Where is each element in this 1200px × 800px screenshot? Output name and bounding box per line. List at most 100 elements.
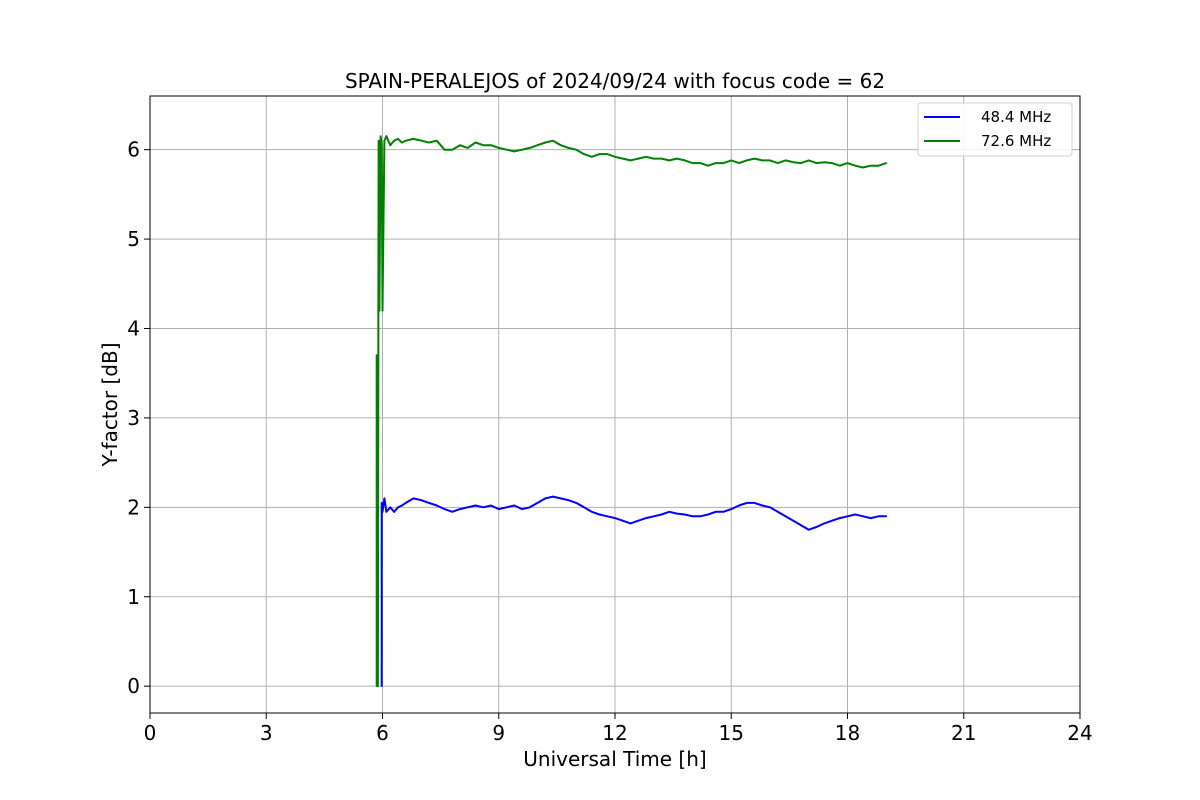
data-point (684, 513, 686, 516)
x-axis-label: Universal Time [h] (523, 747, 706, 771)
data-point (377, 139, 380, 142)
data-point (823, 161, 826, 163)
y-tick-label: 2 (127, 495, 140, 519)
data-point (877, 515, 880, 518)
data-point (606, 153, 609, 155)
data-point (443, 508, 446, 510)
data-point (800, 162, 802, 164)
data-point (490, 144, 492, 146)
data-point (769, 159, 771, 162)
legend-label: 48.4 MHz (981, 108, 1051, 126)
data-point (474, 141, 477, 144)
data-point (436, 504, 438, 507)
data-point (428, 141, 430, 144)
data-point (381, 309, 384, 312)
data-point (746, 159, 748, 162)
data-point (513, 504, 516, 507)
data-point (401, 504, 403, 507)
data-point (823, 522, 826, 525)
data-point (622, 519, 624, 522)
data-point (544, 497, 547, 500)
data-point (397, 138, 399, 140)
data-point (815, 526, 818, 528)
data-point (784, 159, 787, 162)
data-point (552, 139, 554, 142)
data-point (668, 159, 671, 162)
data-point (870, 164, 872, 167)
data-point (792, 519, 795, 522)
data-point (529, 147, 531, 149)
data-point (397, 506, 399, 509)
x-tick-label: 9 (492, 721, 505, 745)
data-point (459, 144, 461, 146)
data-point (552, 495, 554, 498)
data-point (575, 148, 578, 151)
data-point (684, 159, 686, 162)
data-point (676, 157, 678, 160)
x-tick-label: 18 (835, 721, 860, 745)
data-point (614, 156, 616, 158)
data-point (854, 164, 857, 167)
data-point (575, 502, 578, 504)
data-point (420, 139, 423, 142)
data-point (583, 506, 585, 509)
data-point (405, 502, 407, 504)
data-point (769, 506, 771, 509)
legend: 48.4 MHz 72.6 MHz (917, 102, 1073, 157)
data-point (862, 515, 864, 518)
data-point (498, 508, 500, 510)
x-tick-label: 12 (602, 721, 627, 745)
data-point (746, 502, 748, 504)
data-point (380, 502, 383, 504)
data-point (691, 515, 694, 518)
data-point (660, 157, 663, 160)
data-point (591, 511, 593, 513)
data-point (730, 508, 733, 510)
data-point (831, 162, 833, 164)
data-point (691, 162, 694, 164)
data-point (815, 162, 818, 164)
data-point (653, 515, 655, 518)
data-point (776, 162, 779, 164)
data-point (699, 162, 702, 164)
data-point (885, 515, 888, 518)
data-point (389, 506, 392, 509)
data-point (385, 135, 388, 137)
data-point (474, 504, 477, 507)
x-tick-label: 15 (719, 721, 744, 745)
data-point (598, 513, 601, 516)
x-tick-label: 3 (260, 721, 273, 745)
data-point (808, 528, 810, 531)
data-point (730, 159, 733, 162)
data-point (529, 506, 531, 509)
data-point (776, 511, 779, 513)
data-point (536, 144, 539, 146)
data-point (792, 161, 795, 163)
data-point (505, 148, 508, 151)
data-point (862, 166, 864, 169)
data-point (707, 164, 709, 167)
data-point (846, 162, 849, 164)
data-point (885, 162, 888, 164)
y-tick-label: 1 (127, 585, 140, 609)
data-point (521, 508, 523, 510)
y-tick-label: 5 (127, 227, 140, 251)
x-tick-label: 21 (951, 721, 976, 745)
data-point (753, 157, 756, 160)
x-tick-label: 6 (376, 721, 389, 745)
data-point (839, 164, 841, 167)
data-point (854, 513, 857, 516)
y-tick-label: 4 (127, 316, 140, 340)
data-point (498, 147, 500, 149)
data-point (560, 497, 562, 500)
data-point (761, 159, 764, 162)
data-point (668, 511, 671, 513)
data-point (380, 144, 383, 146)
y-axis-label: Y-factor [dB] (98, 342, 122, 467)
data-point (389, 144, 392, 146)
data-point (380, 685, 383, 687)
data-point (505, 506, 508, 509)
data-point (405, 139, 407, 142)
data-point (383, 497, 386, 500)
